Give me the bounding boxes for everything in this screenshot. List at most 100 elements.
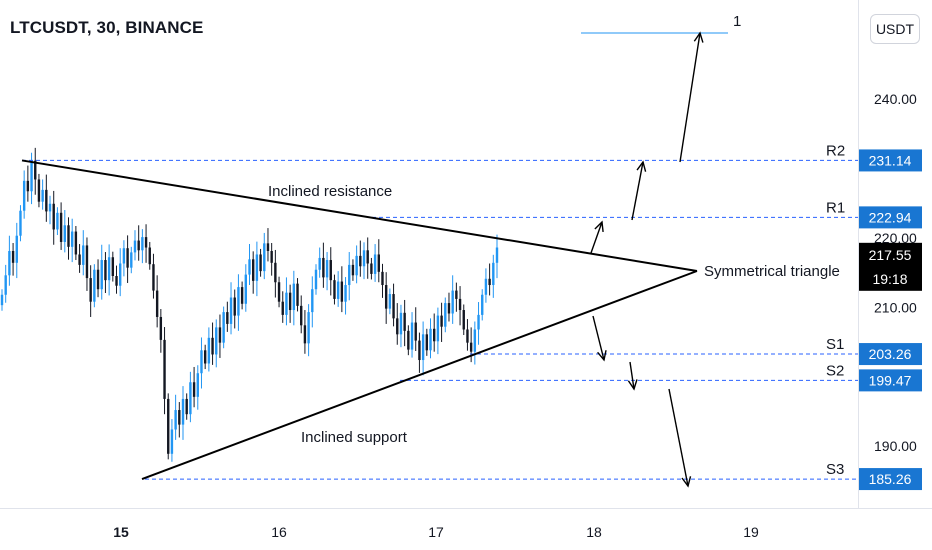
candle-body xyxy=(469,342,473,352)
candle-body xyxy=(348,264,351,286)
candle-body xyxy=(170,429,174,454)
level-price-text: 203.26 xyxy=(869,346,912,362)
candle-body xyxy=(122,248,126,264)
candle-body xyxy=(300,305,303,326)
arrow-up-r1 xyxy=(590,221,603,254)
candle-body xyxy=(325,260,329,278)
candle-body xyxy=(126,248,129,268)
candle-body xyxy=(407,330,410,350)
level-price-badge xyxy=(859,149,922,172)
candle-body xyxy=(0,294,4,306)
arrow-up-r2 xyxy=(631,161,644,221)
candle-body xyxy=(440,315,443,327)
candle-body xyxy=(30,160,33,192)
symmetrical-triangle-label: Symmetrical triangle xyxy=(704,263,840,280)
trendline-drawings: 1 Inclined resistance Inclined support Symm… xyxy=(21,13,840,481)
candle-body xyxy=(56,212,59,230)
candle-body xyxy=(425,334,429,351)
price-axis[interactable]: 240.00 220.00 210.00 190.00 xyxy=(874,91,917,454)
candle-body xyxy=(107,257,111,281)
currency-button[interactable]: USDT xyxy=(870,14,920,44)
inclined-resistance-label: Inclined resistance xyxy=(268,183,392,200)
candle-body xyxy=(436,315,440,342)
level-name-label: R1 xyxy=(826,199,845,216)
time-tick-label: 15 xyxy=(113,524,129,540)
time-tick-label: 18 xyxy=(586,524,602,540)
candle-body xyxy=(207,337,211,364)
candle-body xyxy=(351,264,355,276)
candle-body xyxy=(152,264,155,291)
candle-body xyxy=(159,316,163,340)
candle-body xyxy=(251,259,255,281)
candle-body xyxy=(458,298,462,311)
candle-body xyxy=(222,312,225,343)
level-price-text: 185.26 xyxy=(869,471,912,487)
candle-body xyxy=(444,303,447,327)
candle-body xyxy=(163,339,166,399)
candle-body xyxy=(366,250,369,264)
candle-body xyxy=(477,314,480,330)
level-price-text: 222.94 xyxy=(869,209,912,225)
candle-body xyxy=(296,283,299,306)
projection-arrows xyxy=(590,31,704,488)
arrow-down-s2-head xyxy=(627,379,638,391)
candle-body xyxy=(307,312,310,344)
candle-body xyxy=(495,247,499,263)
candle-body xyxy=(119,263,122,286)
candle-body xyxy=(274,262,277,283)
candle-body xyxy=(52,203,55,230)
candle-body xyxy=(93,269,96,302)
arrow-up-target xyxy=(679,32,701,163)
candle-body xyxy=(85,245,89,279)
candle-body xyxy=(344,285,347,302)
time-axis[interactable]: 15 16 17 18 19 xyxy=(113,524,759,540)
candle-body xyxy=(447,303,451,314)
candle-body xyxy=(78,254,81,265)
candle-body xyxy=(89,278,92,302)
candle-body xyxy=(429,328,432,351)
candle-body xyxy=(455,290,458,299)
candle-body xyxy=(8,250,11,276)
candle-body xyxy=(399,312,403,335)
candles xyxy=(0,147,499,462)
candle-body xyxy=(240,287,244,304)
level-price-text: 199.47 xyxy=(869,372,912,388)
candle-body xyxy=(133,240,137,253)
candle-body xyxy=(211,337,214,355)
candle-body xyxy=(226,312,229,324)
candle-body xyxy=(74,231,78,255)
candle-body xyxy=(233,297,236,316)
level-name-label: R2 xyxy=(826,142,845,159)
level-name-label: S2 xyxy=(826,362,844,379)
candle-body xyxy=(396,318,399,335)
candle-body xyxy=(70,231,74,247)
candle-body xyxy=(11,250,15,263)
candle-body xyxy=(115,275,118,286)
inclined-resistance-line xyxy=(21,159,698,272)
countdown-text: 19:18 xyxy=(872,271,907,287)
time-tick-label: 16 xyxy=(271,524,287,540)
candle-body xyxy=(392,294,395,319)
candle-body xyxy=(281,301,284,315)
candle-body xyxy=(336,281,340,299)
candle-body xyxy=(318,257,321,270)
target-label: 1 xyxy=(733,13,741,30)
candle-body xyxy=(229,297,233,324)
level-name-label: S3 xyxy=(826,461,844,478)
candle-body xyxy=(34,160,37,180)
candle-body xyxy=(414,322,417,341)
candle-body xyxy=(248,259,251,275)
candle-body xyxy=(155,290,159,317)
candle-body xyxy=(340,281,344,302)
candle-body xyxy=(137,240,140,251)
candle-body xyxy=(203,350,207,364)
arrow-down-s2 xyxy=(629,361,635,390)
candle-body xyxy=(215,327,218,355)
time-tick-label: 19 xyxy=(743,524,759,540)
candle-body xyxy=(100,260,103,290)
level-price-badge xyxy=(859,343,922,366)
candle-body xyxy=(303,325,307,344)
candle-body xyxy=(266,243,270,251)
candle-body xyxy=(277,282,281,302)
